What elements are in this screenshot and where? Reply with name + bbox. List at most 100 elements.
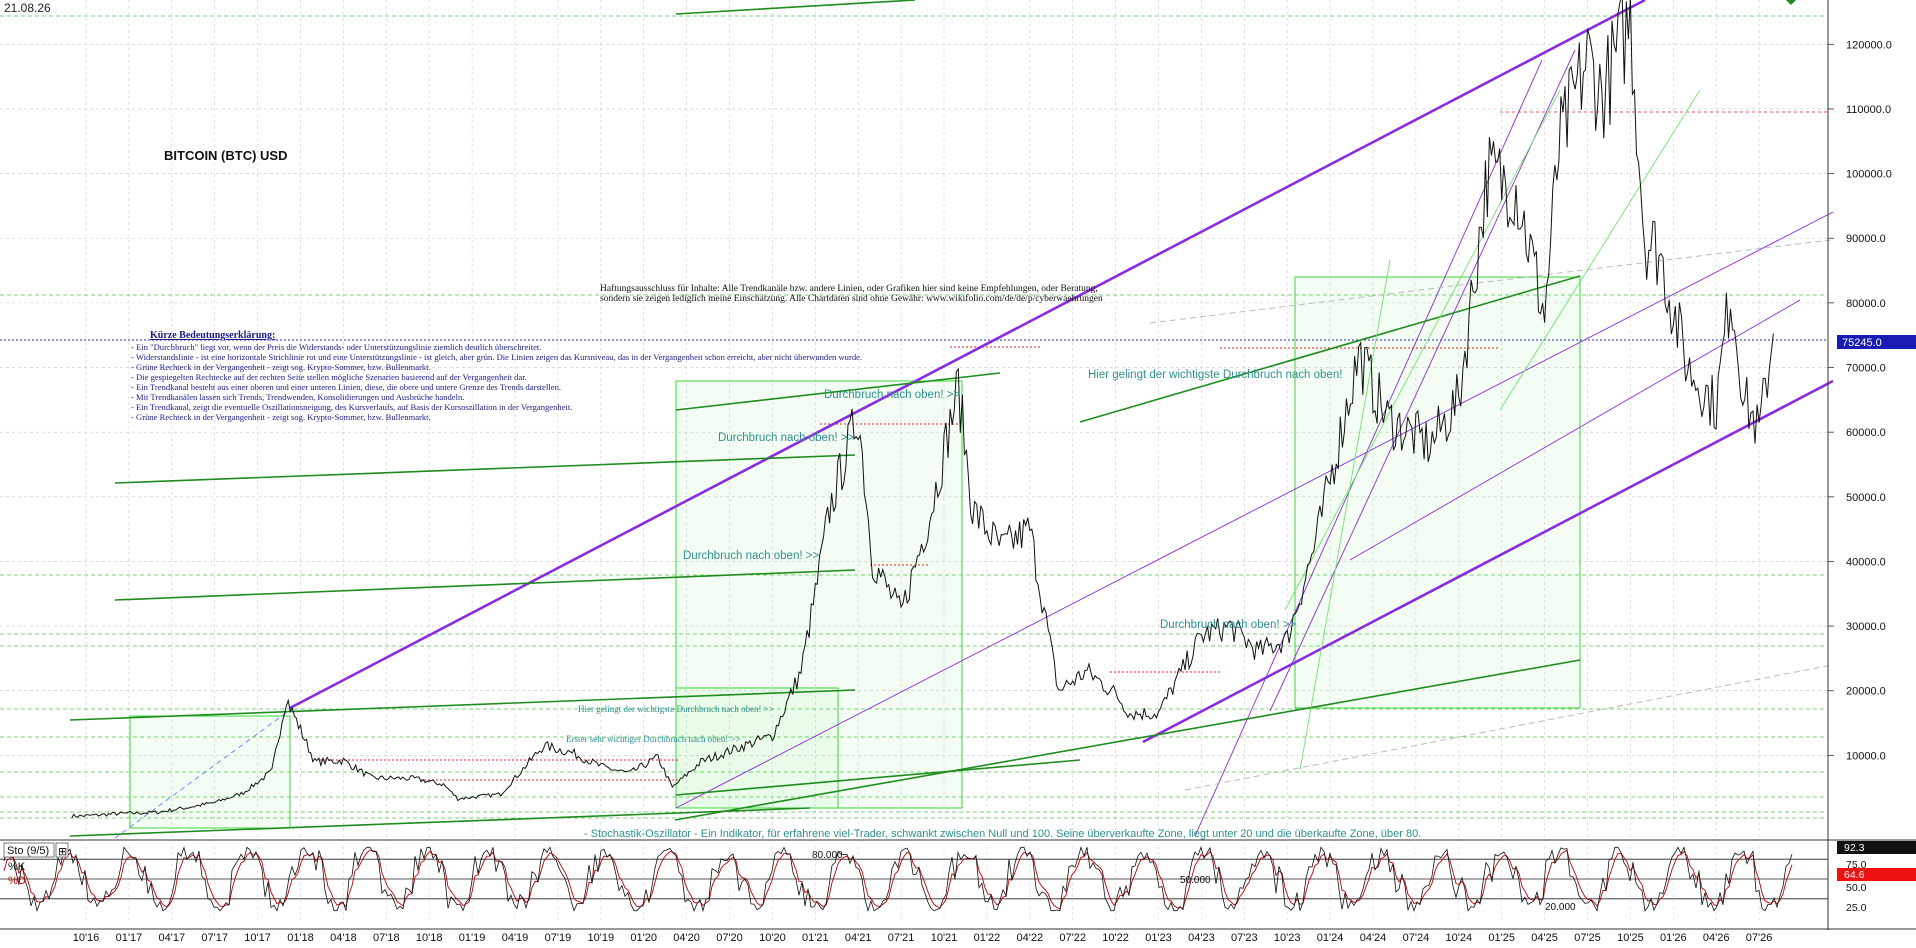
stoch-name: Sto (9/5) [7, 845, 49, 857]
y-tick-label: 90000.0 [1846, 233, 1886, 245]
trend-line-thin [1269, 49, 1576, 712]
x-tick-label: 10'22 [1102, 932, 1129, 944]
x-tick-label: 01'21 [802, 932, 829, 944]
x-tick-label: 04'19 [502, 932, 529, 944]
current-price-badge [1837, 335, 1916, 349]
legend-line: - Ein Trendkanal, zeigt die eventuelle O… [131, 402, 572, 412]
annotation-breakout-2020: Durchbruch nach oben! >> [683, 550, 819, 562]
stoch-level-80-label: 80.000 [812, 850, 843, 861]
trend-line-light [1299, 259, 1391, 771]
stoch-ytick-50: 50.0 [1846, 882, 1867, 894]
annotation-breakout-2021-mid: Durchbruch nach oben! >> [718, 432, 854, 444]
y-tick-label: 30000.0 [1846, 621, 1886, 633]
x-tick-label: 10'24 [1446, 932, 1473, 944]
stoch-k-line [3, 845, 1793, 913]
annotation-stochastic-note: - Stochastik-Oszillator - Ein Indikator,… [584, 828, 1421, 840]
x-tick-label: 01'18 [287, 932, 314, 944]
trend-line [114, 454, 856, 484]
x-tick-label: 01'20 [630, 932, 657, 944]
x-tick-label: 04'24 [1360, 932, 1387, 944]
y-tick-label: 40000.0 [1846, 556, 1886, 568]
trend-line [1079, 275, 1581, 423]
price-line [71, 0, 1774, 819]
x-tick-label: 04'25 [1531, 932, 1558, 944]
channel-lower-line [1142, 379, 1834, 744]
x-tick-label: 07'17 [201, 932, 228, 944]
annotation-breakout-2021-top: Durchbruch nach oben! >> [824, 389, 960, 401]
y-tick-label: 120000.0 [1846, 39, 1892, 51]
y-tick-label: 110000.0 [1846, 104, 1891, 116]
x-tick-label: 04'17 [159, 932, 186, 944]
annotation-breakout-2023: Durchbruch nach oben! >> [1160, 619, 1296, 631]
trend-line-light [1284, 89, 1561, 611]
x-tick-label: 04'20 [673, 932, 700, 944]
x-tick-label: 07'23 [1231, 932, 1258, 944]
stoch-d-badge [1837, 868, 1916, 881]
x-tick-label: 01'25 [1488, 932, 1515, 944]
stochastic-panel [0, 845, 1828, 913]
x-tick-label: 01'26 [1660, 932, 1687, 944]
date-label: 21.08.26 [4, 1, 51, 15]
stoch-level-20-label: 20.000 [1545, 902, 1576, 913]
chart-overlays [0, 0, 1834, 839]
trend-line-thin [675, 211, 1834, 809]
trend-line [69, 807, 811, 837]
stoch-k-label: %K [8, 861, 26, 873]
x-tick-label: 07'19 [545, 932, 572, 944]
stoch-ytick-25: 25.0 [1846, 902, 1867, 914]
stoch-d-line [3, 849, 1793, 910]
x-tick-label: 04'18 [330, 932, 357, 944]
disclaimer-line-1: Haftungsausschluss für Inhalte: Alle Tre… [600, 283, 1098, 294]
chart-title: BITCOIN (BTC) USD [164, 148, 288, 163]
stoch-d-label: %D [8, 875, 26, 887]
bull-market-box [675, 687, 839, 809]
trend-line-thin [1349, 299, 1801, 561]
x-tick-label: 04'22 [1017, 932, 1044, 944]
annotation-breakout-main-left: Hier gelingt der wichtigste Durchbruch n… [578, 704, 774, 714]
legend-line: - Die gespiegelten Rechtecke auf der rec… [131, 372, 527, 382]
x-tick-label: 01'23 [1145, 932, 1172, 944]
stoch-d-value: 64.6 [1844, 869, 1865, 881]
trend-line [114, 569, 856, 601]
x-tick-label: 01'19 [459, 932, 486, 944]
y-tick-label: 50000.0 [1846, 492, 1886, 504]
x-tick-label: 04'21 [845, 932, 872, 944]
y-tick-label: 80000.0 [1846, 298, 1886, 310]
legend-line: - Grüne Rechteck in der Vergangenheit - … [131, 412, 431, 422]
legend-line: - Widerstandslinie - ist eine horizontal… [131, 352, 862, 362]
trend-line [675, 0, 916, 15]
stoch-settings-button[interactable] [55, 842, 69, 858]
channel-upper-line [289, 0, 1646, 710]
annotation-first-breakout: Erster sehr wichtiger Durchbruch nach ob… [566, 734, 741, 744]
x-tick-label: 04'26 [1703, 932, 1730, 944]
trend-line [674, 659, 1581, 821]
x-tick-label: 07'25 [1574, 932, 1601, 944]
y-tick-label: 100000.0 [1846, 169, 1892, 181]
legend-line: - Ein Trendkanal besteht aus einer obere… [131, 382, 561, 392]
x-tick-label: 10'25 [1617, 932, 1644, 944]
x-tick-label: 07'24 [1403, 932, 1430, 944]
annotations: Hier gelingt der wichtigste Durchbruch n… [566, 369, 1421, 840]
legend-line: - Ein "Durchbruch" liegt vor, wenn der P… [131, 342, 541, 352]
chart-grid [0, 0, 1828, 920]
stoch-ytick-75: 75.0 [1846, 859, 1867, 871]
x-tick-label: 07'18 [373, 932, 400, 944]
trend-line [675, 759, 1081, 796]
x-tick-label: 10'20 [759, 932, 786, 944]
stoch-name-box [3, 842, 55, 858]
trend-line [69, 689, 856, 721]
channel-projection-line [1149, 239, 1831, 324]
current-price-label: 75245.0 [1842, 337, 1882, 349]
x-tick-label: 10'18 [416, 932, 443, 944]
x-tick-label: 07'26 [1746, 932, 1773, 944]
x-tick-label: 01'17 [116, 932, 143, 944]
x-tick-label: 01'22 [974, 932, 1001, 944]
bull-market-box [1294, 276, 1581, 709]
legend-line: - Mit Trendkanälen lassen sich Trends, T… [131, 392, 464, 402]
x-tick-label: 07'22 [1059, 932, 1086, 944]
x-tick-label: 04'23 [1188, 932, 1215, 944]
y-tick-label: 70000.0 [1846, 363, 1886, 375]
trend-projection-line [114, 709, 291, 839]
